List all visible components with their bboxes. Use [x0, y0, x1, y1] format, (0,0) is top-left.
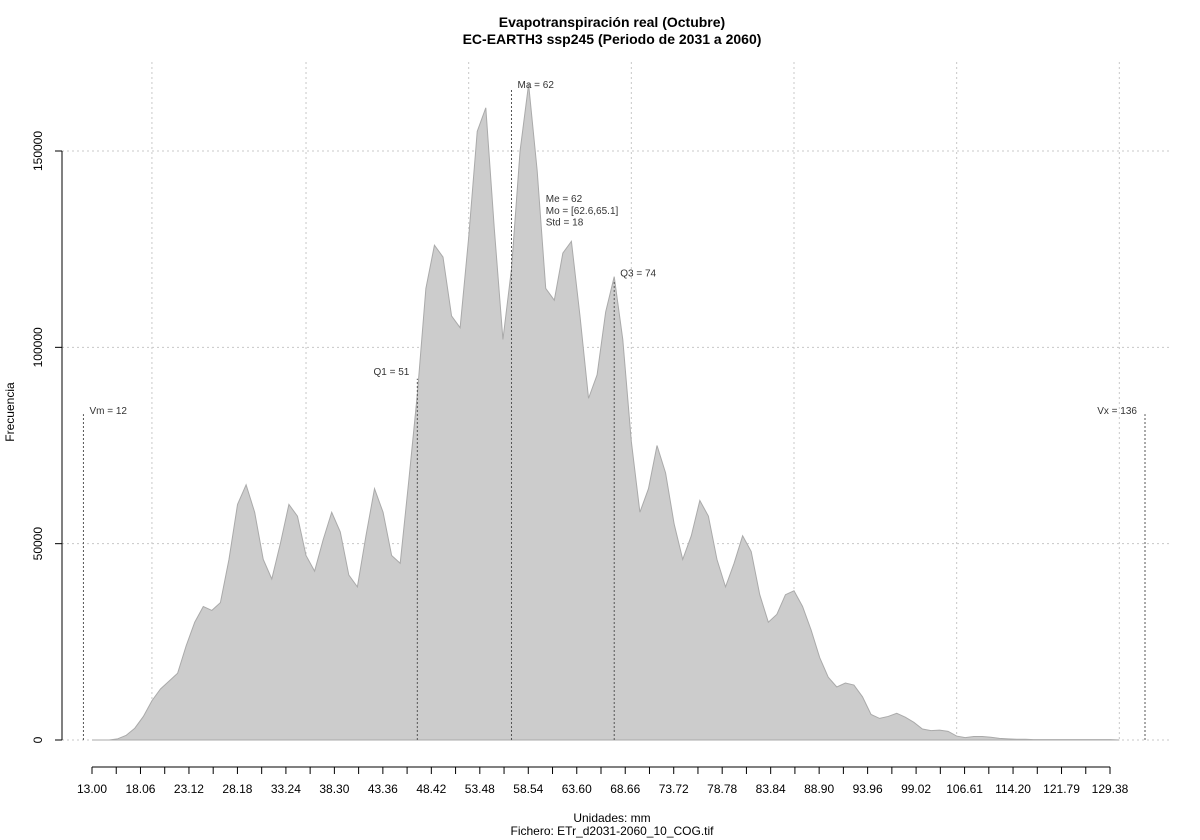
stat-annotation-4: Me = 62: [546, 194, 583, 205]
x-tick-label-9: 58.54: [513, 782, 543, 796]
axes: 0 50000 100000 150000 13.00 18.06 23.12 28.18 33…: [31, 131, 1129, 796]
stat-annotation-1: Vx = 136: [1097, 406, 1137, 417]
stat-annotation-7: Q3 = 74: [620, 269, 656, 280]
file-footer: Fichero: ETr_d2031-2060_10_COG.tif: [511, 824, 715, 838]
x-tick-label-2: 23.12: [174, 782, 204, 796]
y-tick-label-0: 0: [31, 736, 45, 743]
chart-title: Evapotranspiración real (Octubre): [499, 14, 725, 30]
x-tick-label-18: 106.61: [946, 782, 983, 796]
x-tick-label-19: 114.20: [995, 782, 1031, 796]
frequency-area: [92, 84, 1120, 741]
x-tick-label-16: 93.96: [853, 782, 883, 796]
x-tick-label-20: 121.79: [1043, 782, 1080, 796]
y-tick-label-1: 50000: [31, 527, 45, 561]
x-tick-label-13: 78.78: [707, 782, 737, 796]
stat-annotation-6: Std = 18: [546, 218, 584, 229]
x-tick-label-3: 28.18: [222, 782, 252, 796]
x-tick-label-21: 129.38: [1092, 782, 1129, 796]
stat-annotation-2: Q1 = 51: [373, 367, 409, 378]
chart-subtitle: EC-EARTH3 ssp245 (Periodo de 2031 a 2060…: [463, 31, 762, 47]
stat-annotation-3: Ma = 62: [517, 80, 554, 91]
x-tick-label-4: 33.24: [271, 782, 301, 796]
x-tick-label-14: 83.84: [756, 782, 786, 796]
x-tick-label-8: 53.48: [465, 782, 495, 796]
stat-markers: [82, 88, 1146, 740]
x-tick-label-12: 73.72: [659, 782, 689, 796]
x-tick-label-0: 13.00: [77, 782, 107, 796]
stat-annotation-0: Vm = 12: [89, 406, 127, 417]
x-tick-label-15: 88.90: [804, 782, 834, 796]
x-tick-label-1: 18.06: [125, 782, 155, 796]
frequency-area-path: [92, 84, 1120, 741]
x-tick-label-6: 43.36: [368, 782, 398, 796]
x-tick-label-17: 99.02: [901, 782, 931, 796]
stat-annotation-5: Mo = [62.6,65.1]: [546, 206, 619, 217]
x-axis-label: Unidades: mm: [573, 811, 650, 825]
x-tick-label-10: 63.60: [562, 782, 592, 796]
x-tick-label-7: 48.42: [416, 782, 446, 796]
x-tick-label-5: 38.30: [319, 782, 349, 796]
y-tick-label-3: 150000: [31, 131, 45, 171]
y-tick-label-2: 100000: [31, 327, 45, 367]
x-tick-label-11: 68.66: [610, 782, 640, 796]
y-axis-label: Frecuencia: [3, 382, 17, 442]
